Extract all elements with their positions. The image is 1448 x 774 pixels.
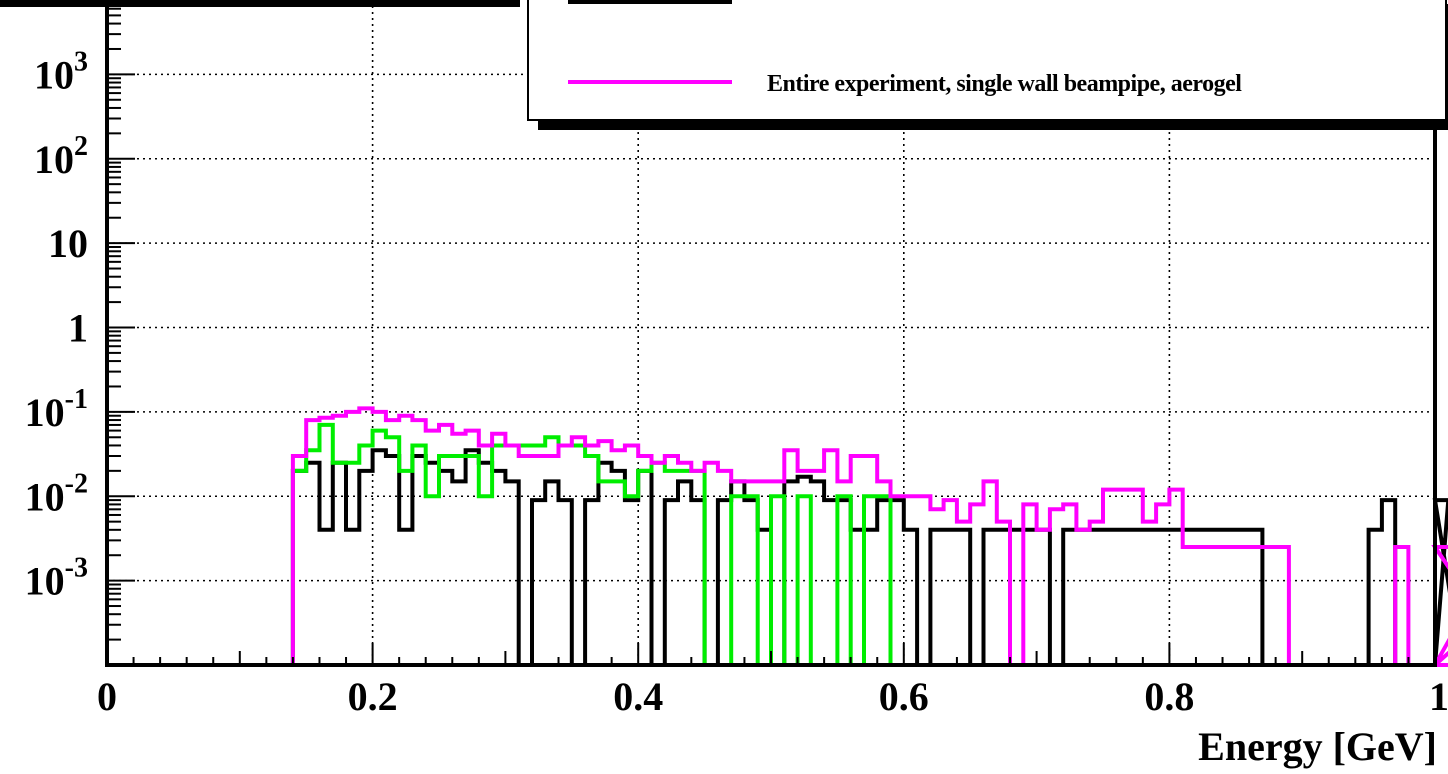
series-line-1 [107, 422, 1448, 667]
y-tick-label: 102 [34, 131, 88, 182]
legend: Entire experiment, single wall beampipe,… [527, 0, 1448, 130]
y-tick-label: 10-2 [25, 468, 88, 519]
series-layer [107, 406, 1448, 667]
y-tick-label: 103 [34, 46, 88, 97]
x-tick-labels: 0 0.2 0.4 0.6 0.8 1 [97, 674, 1448, 719]
x-tick-label: 0 [97, 674, 117, 719]
series-line-0 [107, 448, 1448, 667]
legend-label-1: Entire experiment, single wall beampipe,… [767, 71, 1242, 97]
legend-box [527, 0, 1447, 121]
axes [0, 0, 1437, 667]
y-tick-label: 104 [34, 0, 88, 13]
x-tick-label: 1 [1429, 674, 1448, 719]
y-tick-label: 10 [48, 221, 88, 266]
x-tick-label: 0.4 [613, 674, 663, 719]
series-line-2 [107, 406, 1448, 667]
x-axis-label: Energy [GeV] [1198, 724, 1437, 769]
x-tick-label: 0.8 [1144, 674, 1194, 719]
y-tick-label: 10-3 [25, 553, 88, 604]
y-tick-label: 10-1 [25, 384, 88, 435]
x-tick-label: 0.6 [879, 674, 929, 719]
y-tick-labels: 10-3 10-2 10-1 1 10 102 103 104 [25, 0, 88, 604]
y-tick-label: 1 [68, 306, 88, 351]
x-tick-label: 0.2 [348, 674, 398, 719]
